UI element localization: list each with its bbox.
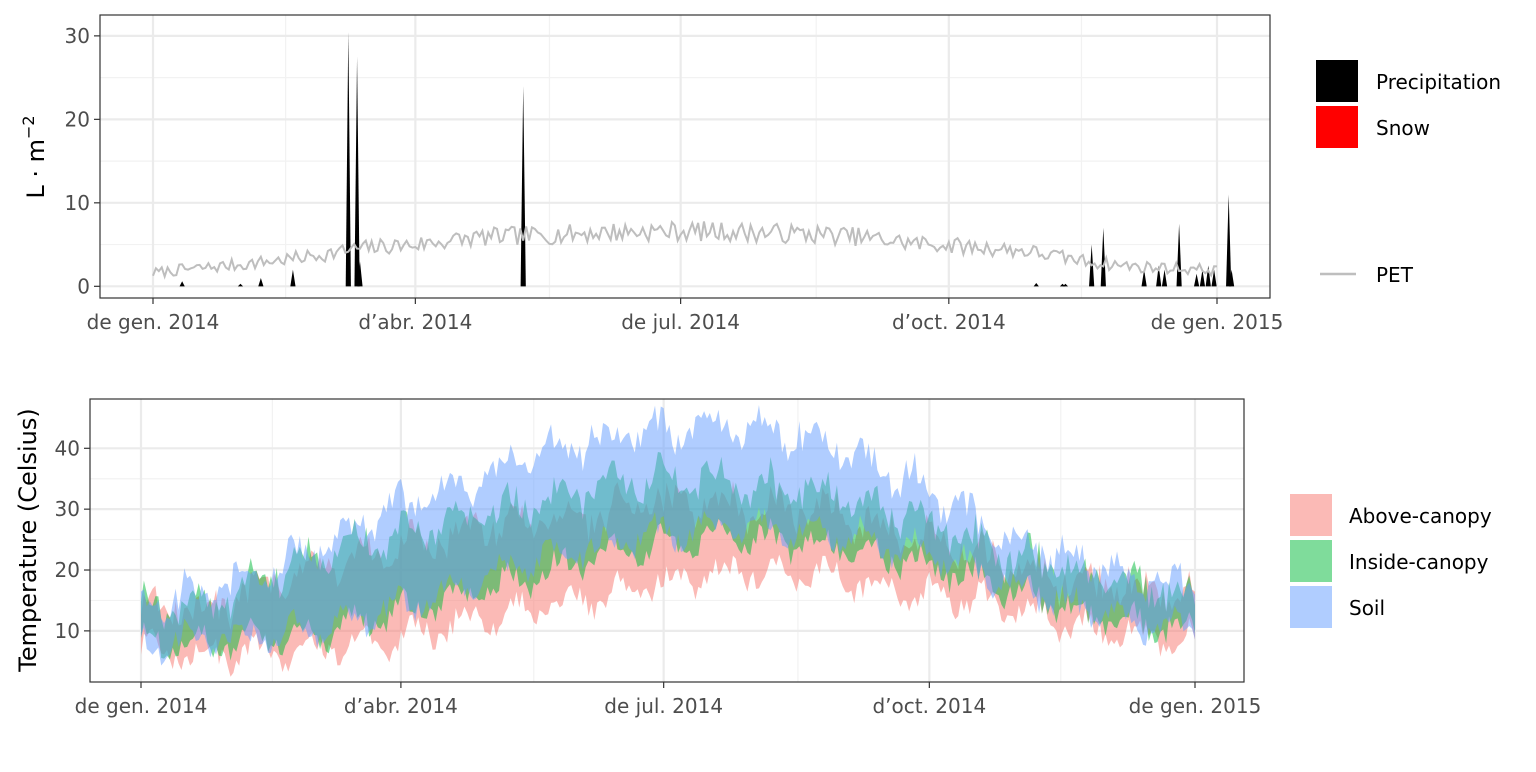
precipitation-spike-12 xyxy=(1100,227,1106,287)
precipitation-spike-3 xyxy=(290,269,296,287)
legend-key-above-canopy xyxy=(1290,494,1332,536)
bottom-x-tick-label-0: de gen. 2014 xyxy=(75,694,208,718)
precipitation-spike-8 xyxy=(1033,282,1039,287)
top-plot-border xyxy=(99,14,1271,299)
top-x-tick-label-1: d’abr. 2014 xyxy=(358,310,472,334)
pet-line xyxy=(152,219,1218,280)
top-y-ticks: 0 10 20 30 xyxy=(65,24,100,298)
legend-key-inside-canopy xyxy=(1290,540,1332,582)
precipitation-spike-17 xyxy=(1193,273,1200,287)
top-x-tick-label-4: de gen. 2015 xyxy=(1151,310,1284,334)
bottom-plot-border xyxy=(89,398,1245,683)
precipitation-panel: 0 10 20 30 de gen. 2014 d’abr. 2014 de jul. 2… xyxy=(19,14,1501,334)
top-x-ticks: de gen. 2014 d’abr. 2014 de jul. 2014 d’oct… xyxy=(87,298,1284,334)
temperature-areas xyxy=(141,405,1195,677)
bottom-x-tick-label-2: de jul. 2014 xyxy=(604,694,723,718)
legend-label-inside-canopy: Inside-canopy xyxy=(1349,550,1489,574)
precipitation-spike-13 xyxy=(1141,269,1147,287)
top-plot-background xyxy=(100,15,1270,298)
precipitation-spike-21 xyxy=(1226,194,1232,287)
legend-label-precipitation: Precipitation xyxy=(1376,70,1501,94)
precipitation-spike-15 xyxy=(1161,269,1168,287)
precipitation-spike-5 xyxy=(354,56,360,287)
precipitation-spike-0 xyxy=(179,281,185,287)
bottom-y-tick-label-0: 10 xyxy=(55,619,80,643)
temperature-panel: 10 20 30 40 de gen. 2014 d’abr. 2014 de jul. … xyxy=(14,398,1492,718)
precipitation-spike-14 xyxy=(1156,265,1162,287)
top-x-tick-label-3: d’oct. 2014 xyxy=(892,310,1006,334)
top-y-tick-label-3: 30 xyxy=(65,24,90,48)
top-y-tick-label-2: 20 xyxy=(65,107,90,131)
precipitation-spike-10 xyxy=(1062,283,1069,287)
top-y-axis-title-exponent: −2 xyxy=(19,115,38,139)
top-y-tick-label-0: 0 xyxy=(77,274,90,298)
bottom-x-tick-label-3: d’oct. 2014 xyxy=(872,694,986,718)
bottom-y-axis-title: Temperature (Celsius) xyxy=(14,408,42,672)
precipitation-spike-18 xyxy=(1199,269,1206,287)
bottom-x-tick-label-1: d’abr. 2014 xyxy=(344,694,458,718)
top-gridlines xyxy=(100,15,1270,298)
area-soil xyxy=(141,405,1195,666)
precipitation-spike-4 xyxy=(345,31,351,287)
bottom-y-ticks: 10 20 30 40 xyxy=(55,436,90,643)
top-x-tick-label-0: de gen. 2014 xyxy=(87,310,220,334)
bottom-y-tick-label-3: 40 xyxy=(55,436,80,460)
precipitation-spike-6 xyxy=(357,261,363,287)
top-y-tick-label-1: 10 xyxy=(65,191,90,215)
precipitation-spike-2 xyxy=(258,277,264,287)
precipitation-area xyxy=(179,31,1235,287)
bottom-legend: Above-canopy Inside-canopy Soil xyxy=(1290,494,1492,628)
legend-key-soil xyxy=(1290,586,1332,628)
top-y-axis-title-base: L · m xyxy=(22,139,50,199)
top-y-axis-title: L · m−2 xyxy=(19,115,50,198)
precipitation-spike-22 xyxy=(1228,269,1235,287)
legend-key-snow xyxy=(1316,106,1358,148)
precipitation-spike-20 xyxy=(1211,269,1217,287)
bottom-x-ticks: de gen. 2014 d’abr. 2014 de jul. 2014 d’oct… xyxy=(75,682,1262,718)
precipitation-spike-19 xyxy=(1205,265,1211,287)
top-x-tick-label-2: de jul. 2014 xyxy=(621,310,740,334)
legend-label-soil: Soil xyxy=(1349,596,1385,620)
bottom-x-tick-label-4: de gen. 2015 xyxy=(1129,694,1262,718)
bottom-y-tick-label-2: 30 xyxy=(55,497,80,521)
legend-label-above-canopy: Above-canopy xyxy=(1349,504,1492,528)
legend-key-precipitation xyxy=(1316,60,1358,102)
legend-label-pet: PET xyxy=(1376,263,1414,287)
legend-label-snow: Snow xyxy=(1376,116,1430,140)
precipitation-spike-1 xyxy=(237,283,244,287)
top-legend: Precipitation Snow PET xyxy=(1316,60,1501,287)
bottom-y-tick-label-1: 20 xyxy=(55,558,80,582)
